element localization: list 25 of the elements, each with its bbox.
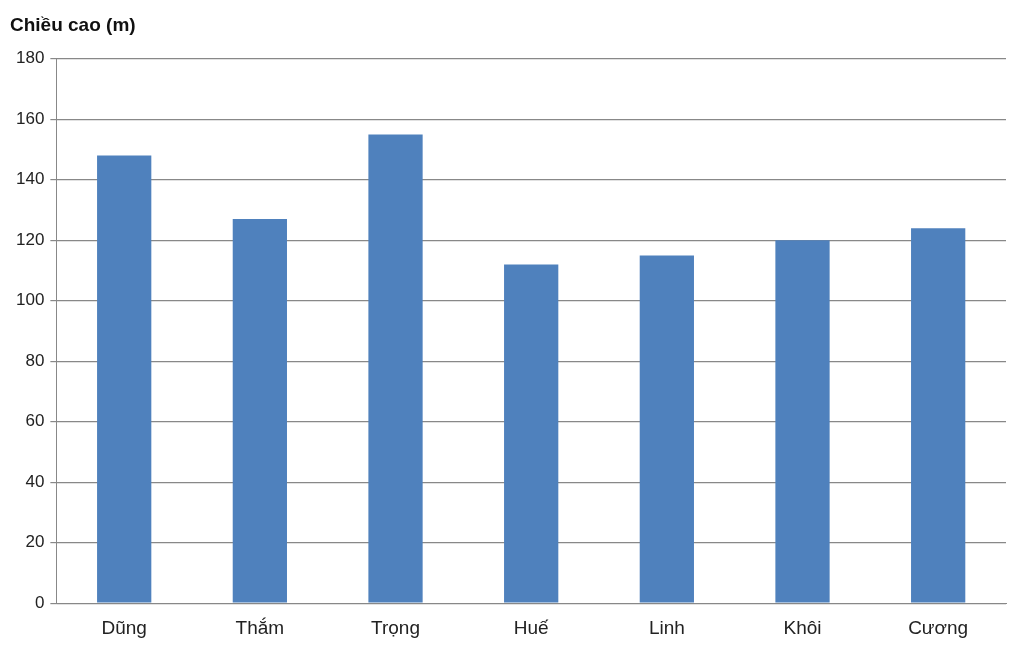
- bar: [911, 228, 966, 603]
- y-tick-label: 100: [15, 290, 45, 310]
- x-tick-label: Huế: [513, 616, 550, 638]
- bar: [504, 264, 559, 603]
- x-tick-label: Dũng: [101, 616, 147, 638]
- y-tick-label: 140: [15, 169, 45, 189]
- y-tick-label: 120: [15, 229, 45, 249]
- x-tick-label: Khôi: [783, 616, 822, 638]
- bar: [368, 134, 423, 603]
- y-tick-label: 80: [25, 350, 45, 370]
- bar: [775, 240, 830, 603]
- x-tick-label: Linh: [648, 616, 685, 638]
- y-tick-label: 0: [34, 592, 45, 612]
- x-tick-label: Trọng: [371, 616, 420, 638]
- x-tick-label: Thắm: [235, 616, 285, 638]
- x-tick-label: Cương: [908, 616, 969, 638]
- y-tick-label: 40: [25, 471, 45, 491]
- y-tick-label: 160: [15, 108, 45, 128]
- bar: [97, 155, 152, 603]
- y-tick-label: 60: [25, 411, 45, 431]
- y-tick-label: 20: [25, 532, 45, 552]
- y-tick-label: 180: [15, 48, 45, 68]
- bar: [639, 255, 694, 603]
- bar: [232, 219, 287, 603]
- y-axis-title: Chiều cao (m): [10, 13, 136, 35]
